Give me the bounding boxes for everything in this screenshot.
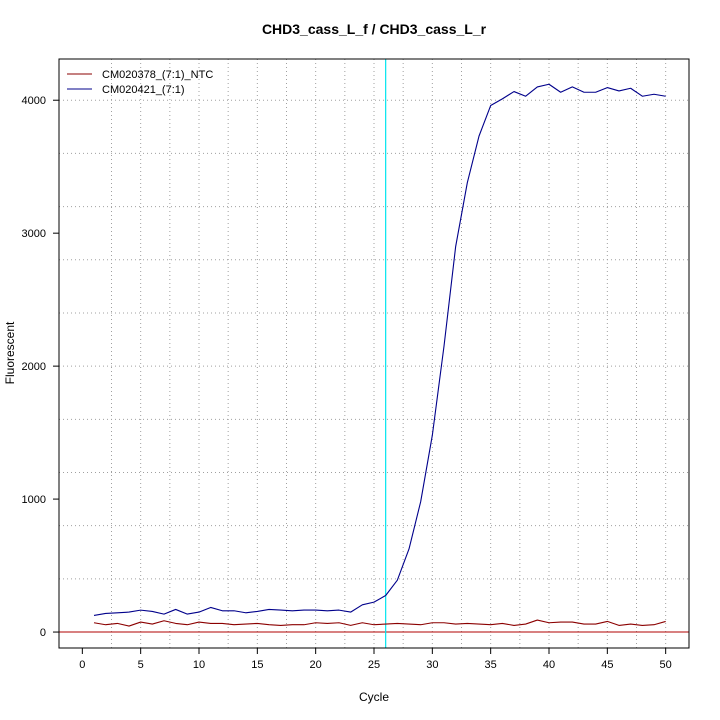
- x-tick-label: 50: [660, 659, 672, 671]
- y-axis-label: Fluorescent: [3, 321, 17, 384]
- x-tick-label: 35: [485, 659, 497, 671]
- series-lines: [93, 83, 666, 627]
- x-tick-label: 10: [193, 659, 205, 671]
- legend: CM020378_(7:1)_NTC CM020421_(7:1): [67, 69, 213, 96]
- x-tick-label: 0: [79, 659, 85, 671]
- legend-label-sample: CM020421_(7:1): [102, 84, 185, 96]
- y-tick-label: 0: [40, 627, 46, 639]
- x-tick-label: 15: [251, 659, 263, 671]
- x-tick-label: 45: [601, 659, 613, 671]
- series-line-ntc: [93, 619, 666, 627]
- x-tick-label: 40: [543, 659, 555, 671]
- series-line-sample: [93, 83, 666, 616]
- y-tick-label: 1000: [22, 494, 46, 506]
- x-tick-label: 25: [368, 659, 380, 671]
- y-tick-label: 3000: [22, 228, 46, 240]
- gridlines: [59, 59, 689, 648]
- axes: 0 5 10 15 20 25 30 35 40 45 50 0 1000 2000 3000 4000: [22, 95, 672, 671]
- y-tick-label: 4000: [22, 95, 46, 107]
- legend-label-ntc: CM020378_(7:1)_NTC: [102, 69, 213, 81]
- y-tick-label: 2000: [22, 361, 46, 373]
- reference-lines: [59, 59, 689, 648]
- x-tick-label: 5: [138, 659, 144, 671]
- x-tick-label: 20: [310, 659, 322, 671]
- x-tick-label: 30: [426, 659, 438, 671]
- chart-title: CHD3_cass_L_f / CHD3_cass_L_r: [262, 21, 487, 37]
- x-axis-label: Cycle: [359, 690, 389, 704]
